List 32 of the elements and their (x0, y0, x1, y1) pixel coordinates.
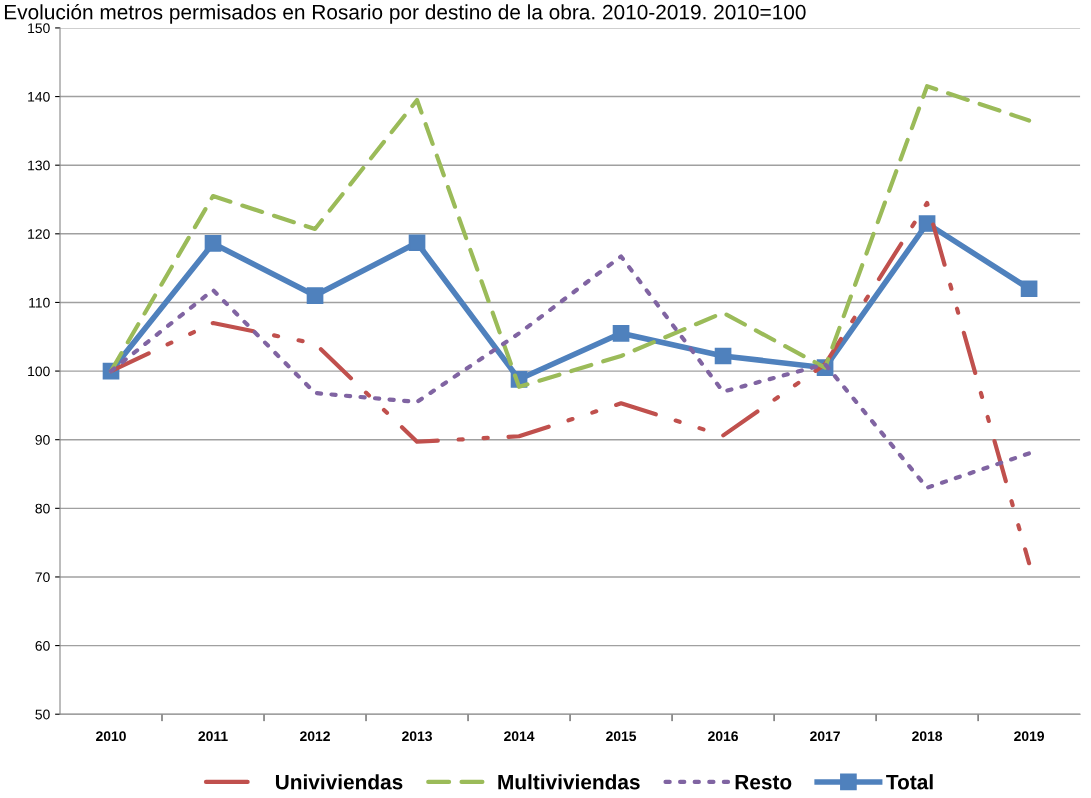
y-tick-label: 110 (29, 297, 50, 308)
legend-label: Univiviendas (275, 774, 403, 790)
point (612, 324, 630, 342)
x-tick-label: 2019 (1014, 731, 1045, 742)
x-tick-label: 2014 (504, 731, 535, 742)
y-tick-label: 150 (28, 23, 50, 34)
x-tick-label: 2011 (198, 731, 228, 742)
y-tick-label: 60 (35, 640, 50, 651)
y-tick-label: 70 (35, 572, 50, 583)
x-tick-label: 2017 (810, 731, 840, 742)
y-tick-label: 90 (35, 435, 50, 445)
legend-label: Resto (735, 774, 792, 790)
x-tick-label: 2012 (300, 731, 330, 742)
x-tick-label: 2015 (606, 731, 637, 742)
y-tick-label: 80 (35, 503, 50, 514)
x-tick-label: 2013 (402, 731, 432, 742)
point (204, 235, 222, 252)
point (714, 347, 732, 365)
legend-label: Total (886, 774, 933, 790)
x-tick-label: 2010 (96, 731, 126, 742)
x-tick-label: 2016 (708, 731, 739, 742)
legend-label: Multiviviendas (498, 774, 640, 790)
y-tick-label: 130 (28, 160, 50, 171)
chart-title: Evolución metros permisados en Rosario por destino de la obra. 2010-2019. 2010=100 (4, 3, 806, 24)
y-tick-label: 120 (28, 229, 50, 239)
point (306, 287, 324, 304)
y-tick-label: 100 (28, 366, 50, 377)
y-tick-label: 140 (28, 91, 50, 102)
y-tick-label: 50 (35, 709, 50, 720)
point (1020, 280, 1038, 298)
point (408, 234, 426, 252)
x-tick-label: 2018 (912, 731, 943, 742)
